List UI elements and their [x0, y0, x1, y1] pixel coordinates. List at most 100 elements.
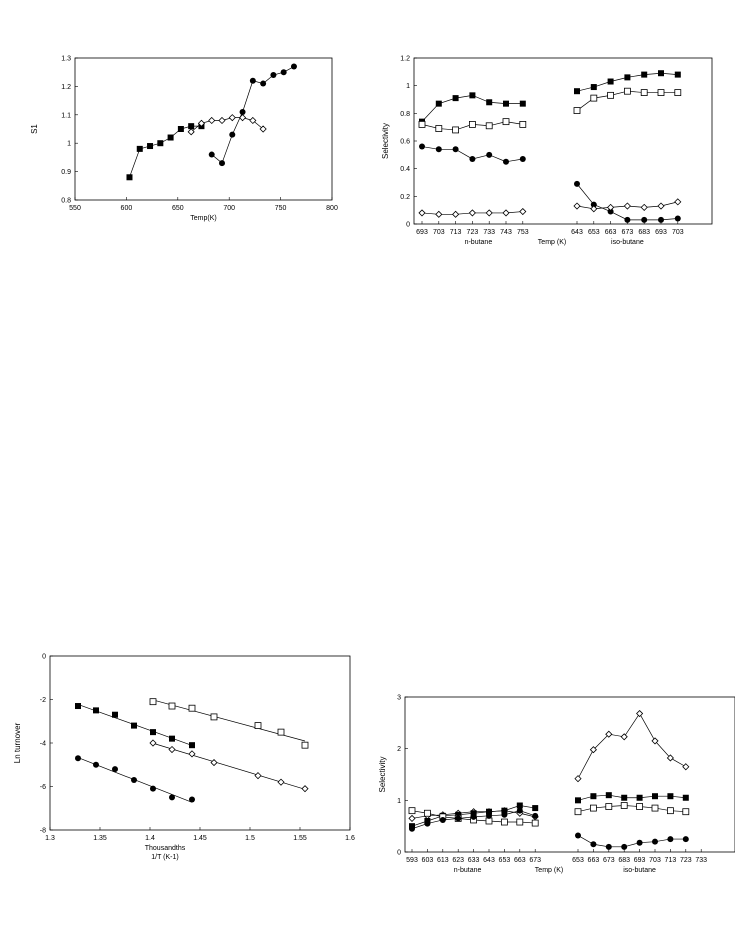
- series-2: [408, 802, 690, 827]
- x-tick-label: 733: [695, 857, 707, 864]
- data-point: [75, 755, 81, 762]
- data-point: [290, 63, 297, 70]
- x-axis-label: Temp(K): [190, 215, 216, 222]
- data-point: [93, 761, 99, 768]
- group-label: n-butane: [465, 239, 493, 246]
- data-point: [169, 794, 175, 801]
- data-point: [503, 158, 509, 165]
- data-point: [501, 807, 508, 814]
- x-tick-label: 723: [467, 229, 479, 236]
- data-point: [590, 84, 597, 91]
- data-point: [188, 123, 195, 130]
- data-point: [500, 818, 508, 826]
- x-tick-label: 1.35: [93, 835, 107, 842]
- data-point: [641, 216, 648, 223]
- data-point: [408, 807, 416, 815]
- y-axis-label: Selectivity: [381, 123, 390, 159]
- data-point: [177, 126, 184, 132]
- x-tick-label: 673: [622, 229, 634, 236]
- data-point: [169, 735, 175, 742]
- group-label: iso-butane: [611, 239, 644, 246]
- data-point: [516, 802, 523, 809]
- data-point: [667, 807, 674, 815]
- data-point: [590, 804, 597, 812]
- x-axis-label-top: Thousandths: [145, 845, 186, 852]
- data-point: [260, 80, 267, 87]
- x-tick-label: 713: [450, 229, 462, 236]
- data-point: [301, 741, 309, 749]
- data-point: [150, 729, 156, 736]
- data-point: [249, 77, 256, 84]
- y-tick-label: 0: [42, 654, 46, 661]
- data-point: [452, 210, 460, 218]
- data-point: [188, 750, 196, 758]
- group-label: n-butane: [454, 867, 482, 874]
- data-point: [574, 808, 582, 816]
- data-point: [486, 151, 493, 158]
- data-point: [131, 722, 137, 729]
- chart-selectivity-top: 0 0.2 0.4 0.6 0.8 1 1.2 693 703 713 723 733 743 753 n-…: [381, 56, 713, 246]
- data-point: [636, 839, 643, 846]
- series-2: [419, 143, 681, 223]
- x-tick-label: 653: [572, 857, 584, 864]
- data-point: [419, 143, 425, 150]
- series-3: [418, 198, 682, 218]
- data-point: [532, 805, 539, 812]
- x-tick-label: 663: [588, 857, 600, 864]
- data-point: [501, 811, 508, 818]
- x-tick-label: 673: [529, 857, 541, 864]
- y-tick-label: -8: [40, 828, 46, 835]
- y-tick-label: 0: [406, 222, 410, 229]
- y-axis-label: S1: [30, 124, 39, 134]
- data-point: [666, 754, 674, 762]
- data-point: [620, 733, 628, 741]
- data-point: [640, 89, 648, 96]
- y-tick-label: 0.9: [61, 169, 71, 176]
- series-1: [187, 114, 267, 136]
- data-point: [418, 121, 426, 128]
- y-tick-label: 1.3: [61, 56, 71, 63]
- data-point: [408, 814, 416, 822]
- y-axis-label: Ln turnover: [13, 722, 22, 763]
- data-point: [468, 121, 476, 128]
- data-point: [682, 808, 690, 816]
- data-point: [150, 785, 156, 792]
- data-point: [624, 87, 631, 95]
- data-point: [157, 140, 164, 147]
- data-point: [620, 802, 628, 809]
- data-point: [623, 202, 631, 210]
- group-label: iso-butane: [623, 867, 656, 874]
- y-tick-label: 2: [397, 746, 401, 753]
- y-tick-label: 0.8: [61, 198, 71, 205]
- y-tick-label: -2: [40, 697, 46, 704]
- y-tick-label: -6: [40, 784, 46, 791]
- series-0: [75, 703, 195, 749]
- y-tick-label: 0: [397, 850, 401, 857]
- data-point: [590, 94, 598, 102]
- data-point: [573, 107, 581, 114]
- data-point: [452, 146, 459, 153]
- data-point: [502, 118, 510, 126]
- y-tick-label: 0.6: [400, 139, 410, 146]
- data-point: [126, 174, 133, 181]
- data-point: [667, 836, 674, 843]
- data-point: [435, 146, 442, 153]
- data-point: [640, 203, 648, 211]
- data-point: [590, 841, 597, 848]
- data-point: [249, 116, 257, 125]
- y-tick-label: 1: [397, 798, 401, 805]
- x-tick-label: 800: [326, 205, 338, 212]
- data-point: [607, 208, 614, 215]
- data-point: [485, 209, 493, 217]
- data-point: [589, 746, 597, 754]
- y-tick-label: 3: [397, 695, 401, 702]
- data-point: [657, 89, 665, 96]
- x-tick-label: 1.45: [193, 835, 207, 842]
- data-point: [651, 804, 659, 812]
- data-point: [667, 793, 674, 800]
- data-point: [607, 78, 614, 85]
- data-point: [423, 809, 431, 817]
- data-point: [208, 116, 216, 125]
- data-point: [485, 122, 493, 130]
